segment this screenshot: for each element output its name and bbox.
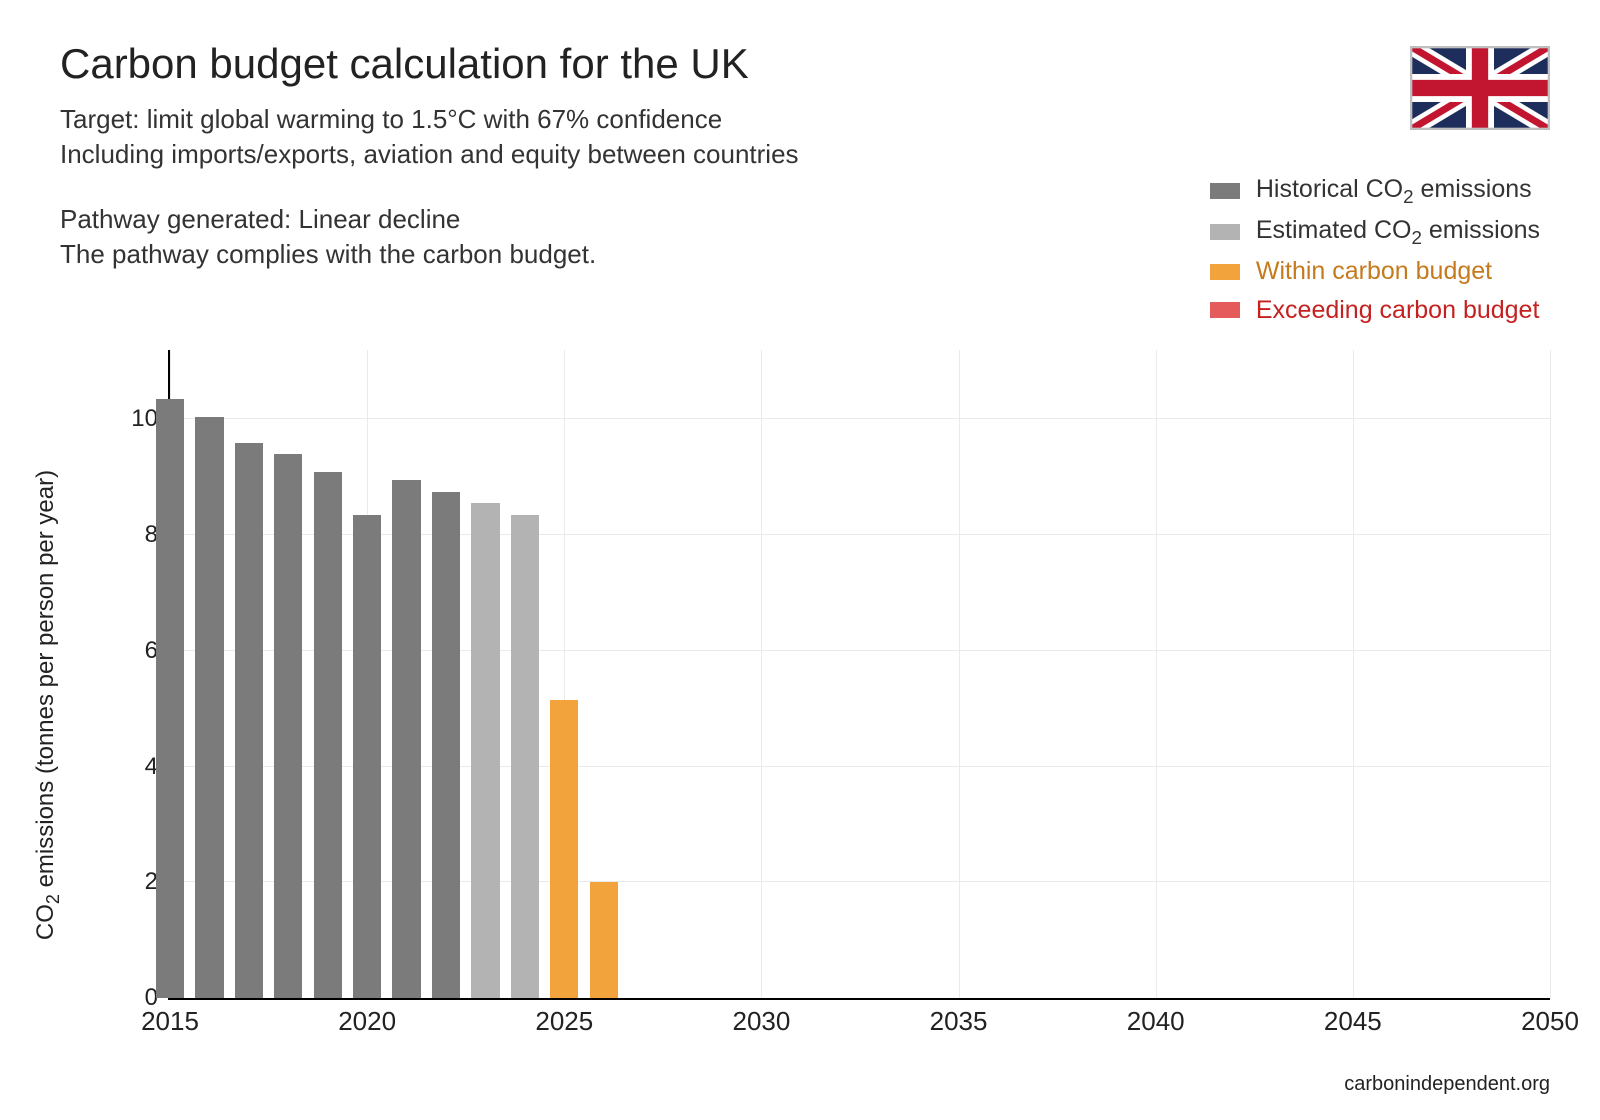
x-tick-label: 2040 xyxy=(1127,1006,1185,1037)
grid-line-vertical xyxy=(761,350,762,998)
legend-label: Estimated CO2 emissions xyxy=(1256,211,1540,252)
grid-line-vertical xyxy=(959,350,960,998)
legend-swatch xyxy=(1210,224,1240,240)
bar xyxy=(392,480,420,998)
legend-label: Within carbon budget xyxy=(1256,252,1492,291)
x-tick-label: 2045 xyxy=(1324,1006,1382,1037)
legend-item: Historical CO2 emissions xyxy=(1210,170,1540,211)
subtitle-line-2: Including imports/exports, aviation and … xyxy=(60,139,799,169)
legend-label: Exceeding carbon budget xyxy=(1256,291,1540,330)
x-tick-label: 2035 xyxy=(930,1006,988,1037)
bar xyxy=(314,472,342,999)
bar xyxy=(471,503,499,998)
subtitle-block-1: Target: limit global warming to 1.5°C wi… xyxy=(60,102,1390,172)
legend-swatch xyxy=(1210,183,1240,199)
subtitle-line-4: The pathway complies with the carbon bud… xyxy=(60,239,596,269)
x-tick-label: 2015 xyxy=(141,1006,199,1037)
legend: Historical CO2 emissionsEstimated CO2 em… xyxy=(1210,170,1540,330)
y-axis-label: CO2 emissions (tonnes per person per yea… xyxy=(32,470,64,940)
title-block: Carbon budget calculation for the UK Tar… xyxy=(60,40,1390,272)
legend-label: Historical CO2 emissions xyxy=(1256,170,1532,211)
bar xyxy=(432,492,460,998)
legend-item: Exceeding carbon budget xyxy=(1210,291,1540,330)
bar xyxy=(353,515,381,998)
bar xyxy=(156,399,184,998)
bar xyxy=(590,882,618,998)
legend-swatch xyxy=(1210,264,1240,280)
legend-item: Estimated CO2 emissions xyxy=(1210,211,1540,252)
subtitle-block-2: Pathway generated: Linear decline The pa… xyxy=(60,202,1390,272)
legend-swatch xyxy=(1210,302,1240,318)
x-tick-label: 2050 xyxy=(1521,1006,1579,1037)
uk-flag-icon xyxy=(1410,46,1550,135)
page: Carbon budget calculation for the UK Tar… xyxy=(0,0,1600,1120)
grid-line-horizontal xyxy=(170,418,1550,419)
bar xyxy=(550,700,578,998)
grid-line-vertical xyxy=(1550,350,1551,998)
subtitle-line-3: Pathway generated: Linear decline xyxy=(60,204,460,234)
subtitle-line-1: Target: limit global warming to 1.5°C wi… xyxy=(60,104,722,134)
legend-item: Within carbon budget xyxy=(1210,252,1540,291)
chart-area: CO2 emissions (tonnes per person per yea… xyxy=(60,350,1550,1060)
bar xyxy=(235,443,263,998)
page-title: Carbon budget calculation for the UK xyxy=(60,40,1390,88)
plot: 024681020152020202520302035204020452050 xyxy=(168,350,1550,1000)
y-tick-label: 10 xyxy=(131,405,158,433)
bar xyxy=(511,515,539,998)
x-tick-label: 2020 xyxy=(338,1006,396,1037)
grid-line-vertical xyxy=(1353,350,1354,998)
x-tick-label: 2030 xyxy=(733,1006,791,1037)
bar xyxy=(195,417,223,998)
grid-line-vertical xyxy=(1156,350,1157,998)
x-tick-label: 2025 xyxy=(535,1006,593,1037)
bar xyxy=(274,454,302,998)
attribution: carbonindependent.org xyxy=(1344,1073,1550,1096)
